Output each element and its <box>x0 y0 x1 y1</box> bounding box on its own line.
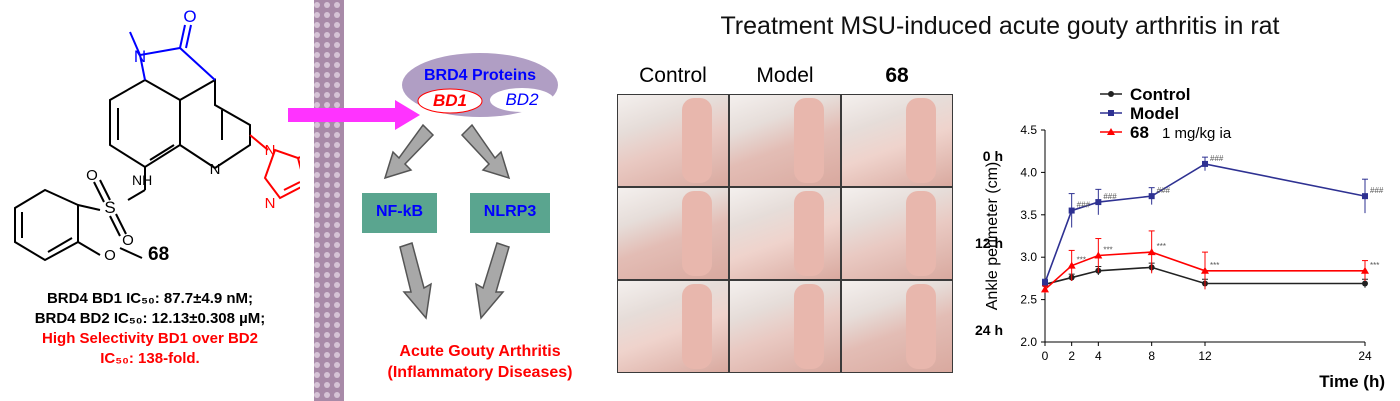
atom-label: O <box>86 167 98 184</box>
rat-leg-photo <box>906 284 936 369</box>
rat-leg-photo <box>794 98 824 183</box>
series-line-control <box>1044 266 1365 286</box>
significance-label: *** <box>1370 261 1379 270</box>
data-point <box>1361 266 1369 274</box>
nfkb-box <box>362 193 437 233</box>
significance-label: ### <box>1077 201 1091 210</box>
nlrp3-label: NLRP3 <box>483 203 537 220</box>
cell-membrane-divider <box>314 0 344 401</box>
data-point <box>1042 279 1048 286</box>
rat-leg-photo <box>682 98 712 183</box>
atom-label: N <box>265 195 276 212</box>
atom-label: S <box>104 198 115 217</box>
ic50-bd1: BRD4 BD1 IC₅₀: 87.7±4.9 nM; <box>46 290 254 307</box>
y-tick-label: 2.5 <box>1020 293 1037 307</box>
bd2-label: BD2 <box>505 90 539 109</box>
y-tick-label: 4.0 <box>1020 165 1037 179</box>
rat-leg-photo <box>682 284 712 369</box>
x-tick-label: 8 <box>1148 349 1155 363</box>
series-line-model <box>1044 163 1366 283</box>
data-point <box>1147 248 1156 256</box>
significance-label: ### <box>1210 154 1224 163</box>
down-arrow-icon <box>475 242 510 320</box>
atom-label: O <box>104 247 116 264</box>
group-label-compound: 68 <box>885 64 909 87</box>
outcome-disease: Acute Gouty Arthritis <box>399 343 561 360</box>
rat-leg-photo <box>906 191 936 276</box>
rat-leg-photo <box>682 191 712 276</box>
time-label: 0 h <box>982 148 1003 164</box>
data-point <box>1148 193 1155 200</box>
x-tick-label: 4 <box>1095 349 1102 363</box>
rat-leg-photo <box>794 191 824 276</box>
atom-label: N <box>265 142 276 159</box>
x-tick-label: 12 <box>1198 349 1212 363</box>
y-axis-label: Ankle perimeter (cm) <box>984 162 1001 310</box>
compound-number: 68 <box>148 244 170 265</box>
legend-label: Model <box>1130 104 1179 123</box>
atom-label: N <box>210 161 221 178</box>
data-point <box>1095 199 1102 206</box>
selectivity-statement: High Selectivity BD1 over BD2 <box>42 330 258 347</box>
y-tick-label: 2.0 <box>1020 335 1037 349</box>
rat-leg-photo <box>906 98 936 183</box>
pink-arrow-icon <box>288 108 398 122</box>
atom-label: O <box>122 232 134 249</box>
pathway-graphics <box>288 53 558 320</box>
series-line-68 <box>1044 251 1365 291</box>
data-point <box>1362 280 1368 287</box>
x-tick-label: 0 <box>1042 349 1049 363</box>
data-point <box>1202 160 1208 167</box>
y-tick-label: 4.5 <box>1020 123 1037 137</box>
legend-note: 1 mg/kg ia <box>1162 125 1232 142</box>
bd1-label: BD1 <box>432 91 467 110</box>
data-point <box>1094 251 1103 259</box>
data-point <box>1041 285 1049 293</box>
legend-marker <box>1107 128 1115 135</box>
atom-label: N <box>134 47 146 66</box>
time-label: 24 h <box>974 322 1003 338</box>
significance-label: *** <box>1210 261 1219 270</box>
nlrp3-box <box>470 193 550 233</box>
x-tick-label: 2 <box>1068 349 1075 363</box>
imidazole-ring <box>263 148 300 200</box>
atom-label: O <box>183 7 196 26</box>
down-arrow-icon <box>399 242 432 320</box>
atom-label: NH <box>132 172 152 188</box>
significance-label: ### <box>1103 192 1117 201</box>
nfkb-label: NF-kB <box>375 203 424 220</box>
down-right-arrow-icon <box>460 123 511 180</box>
selectivity-fold: IC₅₀: 138-fold. <box>100 350 200 367</box>
rat-leg-photo <box>794 284 824 369</box>
brd4-proteins-label: BRD4 Proteins <box>423 67 537 84</box>
significance-label: *** <box>1157 242 1166 251</box>
down-left-arrow-icon <box>383 123 435 180</box>
significance-label: ### <box>1157 186 1171 195</box>
group-label-control: Control <box>639 64 707 87</box>
y-tick-label: 3.5 <box>1020 208 1037 222</box>
group-label-model: Model <box>756 64 814 87</box>
significance-label: *** <box>1077 256 1086 265</box>
significance-label: *** <box>1103 246 1112 255</box>
x-axis-label: Time (h) <box>1319 372 1385 391</box>
compound-structure: N O N NH S O O O N N <box>14 7 300 264</box>
data-point <box>1067 261 1076 269</box>
experiment-title: Treatment MSU-induced acute gouty arthri… <box>720 12 1280 40</box>
legend-label: 68 <box>1130 123 1149 142</box>
time-label: 12 h <box>974 235 1003 251</box>
outcome-category: (Inflammatory Diseases) <box>387 364 573 381</box>
data-point <box>1201 266 1209 274</box>
data-point <box>1068 207 1075 214</box>
y-tick-label: 3.0 <box>1020 250 1037 264</box>
data-point <box>1362 193 1368 200</box>
x-tick-label: 24 <box>1358 349 1372 363</box>
significance-label: ### <box>1370 186 1384 195</box>
legend-marker <box>1108 110 1114 116</box>
ic50-bd2: BRD4 BD2 IC₅₀: 12.13±0.308 µM; <box>34 310 266 327</box>
legend-marker <box>1108 91 1114 97</box>
legend-label: Control <box>1130 85 1190 104</box>
